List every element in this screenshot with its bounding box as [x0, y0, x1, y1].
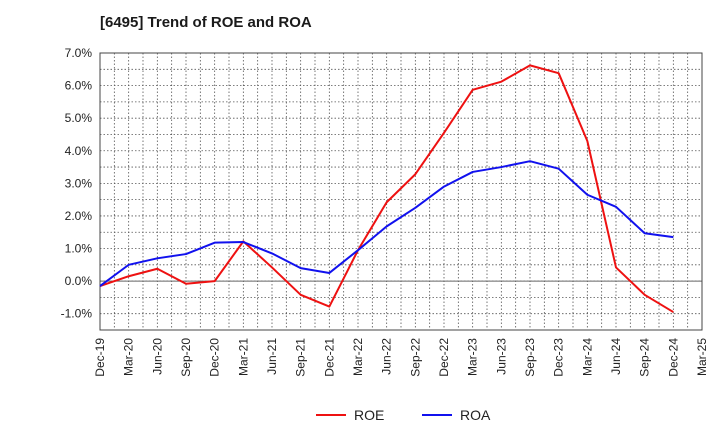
legend-label-roe: ROE: [354, 407, 384, 423]
y-tick-label: -1.0%: [61, 307, 93, 321]
x-tick-label: Dec-22: [437, 338, 451, 377]
x-tick-label: Mar-23: [466, 338, 480, 376]
y-tick-label: 4.0%: [65, 144, 93, 158]
chart-title: [6495] Trend of ROE and ROA: [100, 14, 312, 31]
x-tick-label: Mar-25: [695, 338, 709, 376]
x-tick-label: Jun-21: [265, 338, 279, 375]
y-tick-label: 3.0%: [65, 176, 93, 190]
y-tick-label: 1.0%: [65, 242, 93, 256]
y-tick-label: 2.0%: [65, 209, 93, 223]
series-line-roa: [99, 160, 674, 287]
x-tick-label: Sep-23: [523, 338, 537, 377]
x-tick-label: Dec-19: [93, 338, 107, 377]
x-tick-label: Mar-20: [122, 338, 136, 376]
x-tick-label: Dec-21: [322, 338, 336, 377]
x-tick-label: Jun-22: [380, 338, 394, 375]
x-tick-label: Jun-23: [494, 338, 508, 375]
x-tick-label: Jun-20: [150, 338, 164, 375]
x-tick-label: Dec-20: [208, 338, 222, 377]
plot-border: [99, 52, 703, 331]
x-tick-label: Mar-21: [236, 338, 250, 376]
x-tick-label: Dec-23: [552, 338, 566, 377]
x-tick-label: Sep-22: [408, 338, 422, 377]
x-tick-label: Jun-24: [609, 338, 623, 375]
x-tick-label: Mar-22: [351, 338, 365, 376]
x-tick-label: Sep-24: [638, 338, 652, 377]
x-tick-label: Mar-24: [580, 338, 594, 376]
legend-label-roa: ROA: [460, 407, 491, 423]
y-tick-label: 0.0%: [65, 274, 93, 288]
y-tick-label: 5.0%: [65, 111, 93, 125]
x-tick-label: Sep-21: [294, 338, 308, 377]
y-tick-label: 7.0%: [65, 46, 93, 60]
y-tick-label: 6.0%: [65, 79, 93, 93]
x-tick-label: Sep-20: [179, 338, 193, 377]
series-line-roe: [99, 64, 674, 313]
x-tick-label: Dec-24: [666, 338, 680, 377]
